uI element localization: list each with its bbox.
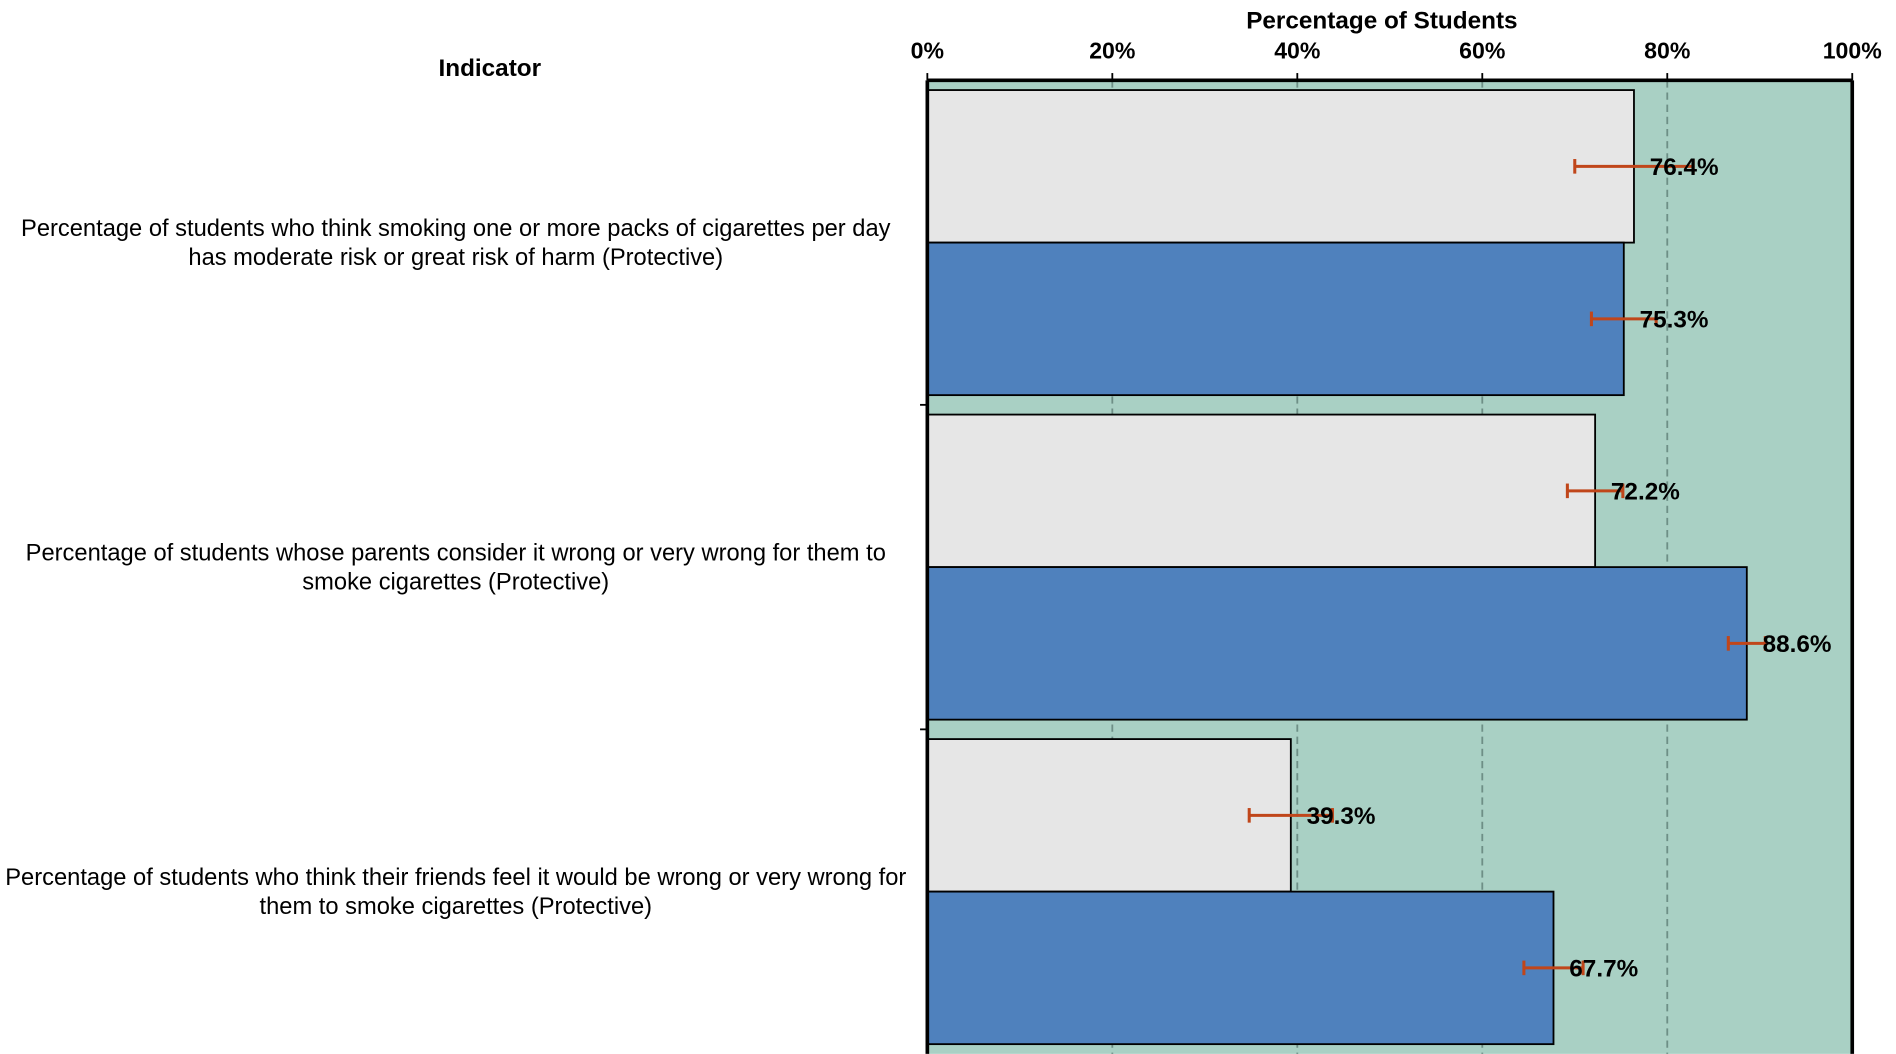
category-label: Percentage of students whose parents con… (5, 494, 907, 640)
x-tick-label: 40% (1274, 37, 1320, 63)
error-bar (1726, 636, 1767, 651)
data-label: 75.3% (1640, 307, 1709, 334)
x-axis-label: Percentage of Students (1246, 7, 1517, 34)
category-label-box: Percentage of students whose parents con… (5, 494, 907, 640)
category-text: Percentage of students whose parents con… (25, 539, 886, 596)
error-bar (1565, 483, 1625, 499)
category-label: Percentage of students who think their f… (5, 819, 907, 965)
data-label: 72.2% (1611, 479, 1680, 506)
bar (926, 566, 1748, 721)
x-tick-label: 80% (1644, 37, 1690, 63)
bar (926, 89, 1635, 244)
x-tick-label: 0% (911, 37, 944, 63)
data-label: 76.4% (1650, 154, 1719, 181)
data-label: 39.3% (1307, 803, 1376, 830)
bar (926, 241, 1625, 397)
category-text: Percentage of students who think their f… (5, 863, 907, 920)
category-label-box: Percentage of students who think smoking… (5, 170, 907, 316)
bar (926, 890, 1555, 1046)
error-bar (1247, 808, 1334, 823)
category-header: Indicator (438, 55, 541, 82)
error-bar (1573, 159, 1695, 174)
x-tick-label: 100% (1823, 37, 1882, 63)
x-tick-label: 20% (1089, 37, 1135, 63)
data-label: 67.7% (1569, 956, 1638, 983)
data-label: 88.6% (1763, 631, 1832, 658)
error-bar (1522, 960, 1585, 976)
bar (926, 738, 1292, 893)
x-tick-label: 60% (1459, 37, 1505, 63)
bar (926, 413, 1597, 569)
category-text: Percentage of students who think smoking… (21, 214, 891, 271)
error-bar (1589, 311, 1658, 327)
category-label: Percentage of students who think smoking… (5, 170, 907, 316)
category-label-box: Percentage of students who think their f… (5, 819, 907, 965)
